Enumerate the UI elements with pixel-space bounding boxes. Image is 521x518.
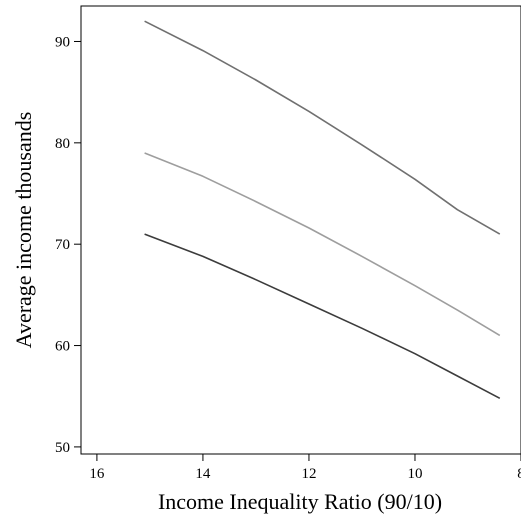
- y-axis: 50 60 70 80 90: [55, 34, 81, 456]
- series-line: [144, 20, 501, 235]
- x-tick-label: 12: [301, 466, 316, 482]
- y-tick-label: 50: [55, 440, 70, 456]
- x-tick-label: 14: [195, 466, 211, 482]
- x-axis: 16 14 12 10 8: [89, 454, 521, 482]
- y-tick-label: 90: [55, 34, 70, 50]
- y-tick-label: 80: [55, 136, 70, 152]
- y-tick-label: 60: [55, 339, 70, 355]
- x-tick-label: 8: [517, 466, 521, 482]
- y-axis-title: Average income thousands: [11, 112, 36, 349]
- y-tick-label: 70: [55, 237, 70, 253]
- x-tick-label: 10: [407, 466, 422, 482]
- x-tick-label: 16: [89, 466, 105, 482]
- x-axis-title: Income Inequality Ratio (90/10): [158, 489, 442, 514]
- series-line: [144, 233, 501, 400]
- series-line: [144, 152, 501, 337]
- plot-frame: [80, 5, 521, 455]
- series-layer: [144, 20, 501, 400]
